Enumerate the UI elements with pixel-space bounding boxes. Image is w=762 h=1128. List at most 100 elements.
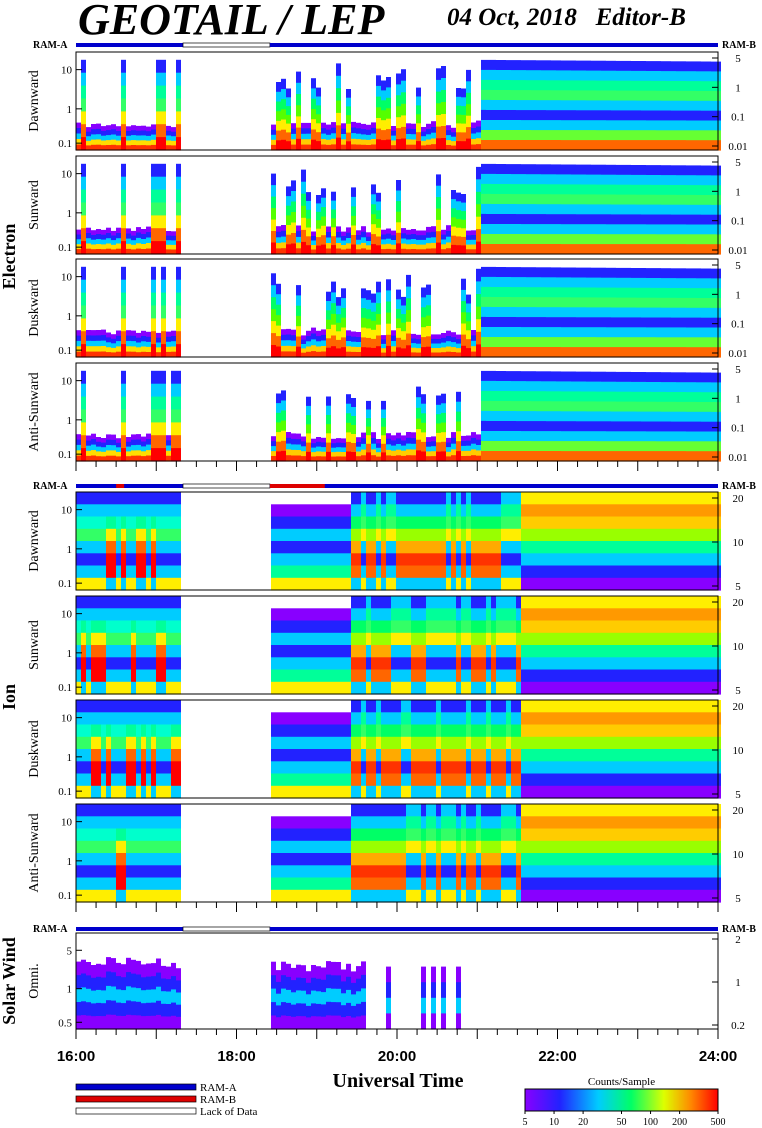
spectrum-cell — [291, 139, 296, 146]
spectrum-cell — [601, 565, 606, 579]
spectrum-cell — [381, 553, 386, 567]
spectrum-cell — [626, 327, 631, 338]
spectrum-cell — [701, 541, 706, 554]
spectrum-cell — [286, 215, 291, 226]
spectrum-cell — [506, 100, 511, 111]
spectrum-cell — [526, 381, 531, 392]
spectrum-cell — [371, 492, 376, 505]
spectrum-cell — [176, 318, 181, 332]
spectrum-cell — [606, 645, 611, 658]
spectrum-cell — [641, 421, 646, 432]
spectrum-cell — [656, 632, 661, 646]
spectrum-cell — [96, 144, 101, 151]
spectrum-cell — [646, 451, 651, 462]
spectrum-cell — [321, 516, 326, 530]
spectrum-cell — [691, 165, 696, 176]
spectrum-cell — [596, 140, 601, 151]
spectrum-cell — [96, 596, 101, 609]
spectrum-cell — [616, 553, 621, 567]
spectrum-cell — [121, 422, 126, 436]
spectrum-cell — [661, 71, 666, 82]
spectrum-cell — [556, 337, 561, 348]
spectrum-cell — [626, 657, 631, 671]
spectrum-cell — [681, 61, 686, 72]
spectrum-cell — [111, 620, 116, 634]
spectrum-cell — [531, 565, 536, 579]
spectrum-cell — [116, 456, 121, 462]
spectrum-cell — [506, 174, 511, 185]
spectrum-cell — [441, 681, 446, 695]
spectrum-cell — [531, 381, 536, 392]
spectrum-cell — [176, 98, 181, 112]
spectrum-cell — [711, 244, 716, 255]
spectrum-cell — [636, 657, 641, 671]
spectrum-cell — [326, 291, 331, 302]
spectrum-cell — [441, 632, 446, 646]
spectrum-cell — [126, 131, 131, 137]
spectrum-cell — [626, 553, 631, 567]
spectrum-cell — [591, 297, 596, 308]
spectrum-cell — [711, 91, 716, 102]
spectrum-cell — [676, 71, 681, 82]
spectrum-cell — [331, 596, 336, 609]
spectrum-cell — [621, 504, 626, 518]
spectrum-cell — [381, 343, 386, 349]
spectrum-cell — [491, 669, 496, 683]
spectrum-cell — [631, 70, 636, 82]
spectrum-cell — [461, 88, 466, 98]
spectrum-cell — [591, 337, 596, 348]
spectrum-cell — [346, 492, 351, 505]
spectrum-cell — [336, 645, 341, 658]
spectrum-cell — [546, 140, 551, 151]
spectrum-cell — [531, 577, 536, 591]
spectrum-cell — [271, 451, 276, 457]
spectrum-cell — [126, 238, 131, 245]
spectrum-cell — [546, 681, 551, 695]
spectrum-cell — [136, 439, 141, 446]
spectrum-cell — [436, 79, 441, 93]
spectrum-cell — [491, 297, 496, 308]
spectrum-cell — [556, 130, 561, 141]
spectrum-cell — [656, 110, 661, 121]
spectrum-cell — [661, 100, 666, 112]
spectrum-cell — [331, 218, 336, 228]
spectrum-cell — [426, 645, 431, 658]
spectrum-cell — [281, 440, 286, 452]
spectrum-cell — [101, 553, 106, 567]
spectrum-cell — [161, 577, 166, 591]
spectrum-cell — [506, 451, 511, 462]
spectrum-cell — [686, 130, 691, 141]
spectrum-cell — [421, 516, 426, 530]
spectrum-cell — [536, 632, 541, 646]
spectrum-cell — [76, 492, 81, 505]
spectrum-cell — [686, 90, 691, 102]
spectrum-cell — [546, 234, 551, 245]
spectrum-cell — [296, 504, 301, 518]
spectrum-cell — [601, 431, 606, 442]
spectrum-cell — [106, 352, 111, 358]
spectrum-cell — [126, 335, 131, 342]
spectrum-cell — [436, 432, 441, 443]
spectrum-cell — [676, 61, 681, 72]
spectrum-cell — [156, 681, 161, 695]
spectrum-cell — [326, 565, 331, 579]
spectrum-cell — [546, 411, 551, 422]
spectrum-cell — [486, 224, 491, 235]
spectrum-cell — [441, 541, 446, 554]
spectrum-cell — [711, 402, 716, 413]
spectrum-cell — [421, 492, 426, 505]
panel-frame — [75, 491, 719, 591]
spectrum-cell — [471, 239, 476, 246]
spectrum-cell — [151, 492, 156, 505]
spectrum-cell — [561, 421, 566, 432]
spectrum-cell — [396, 299, 401, 310]
spectrum-cell — [616, 608, 621, 622]
spectrum-cell — [376, 128, 381, 140]
spectrum-cell — [706, 120, 711, 131]
spectrum-cell — [286, 645, 291, 658]
spectrum-cell — [416, 105, 421, 115]
spectrum-cell — [356, 620, 361, 634]
spectrum-cell — [496, 297, 501, 308]
spectrum-cell — [366, 541, 371, 554]
spectrum-cell — [276, 248, 281, 255]
